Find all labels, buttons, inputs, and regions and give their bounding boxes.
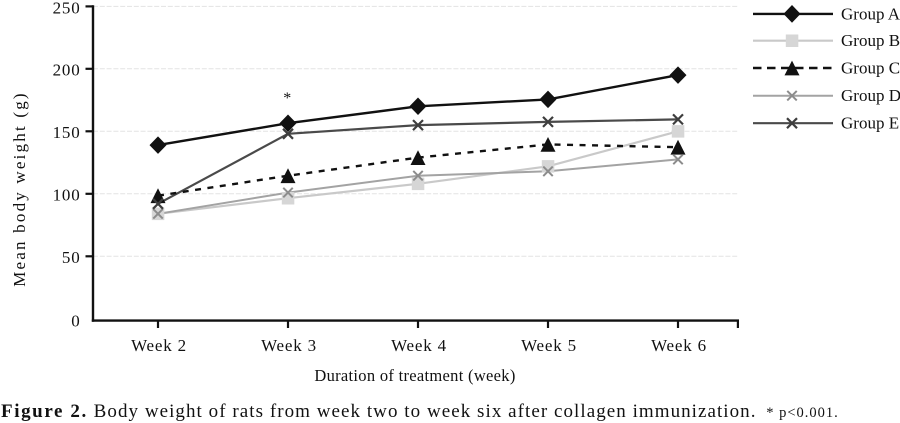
svg-text:200: 200 <box>53 61 81 80</box>
svg-text:150: 150 <box>53 123 81 142</box>
svg-text:0: 0 <box>71 311 80 330</box>
svg-text:Week 6: Week 6 <box>651 336 707 355</box>
svg-text:250: 250 <box>53 0 81 17</box>
svg-text:Group A: Group A <box>841 4 900 23</box>
svg-text:Week 3: Week 3 <box>261 336 317 355</box>
svg-text:Week 2: Week 2 <box>131 336 187 355</box>
svg-text:Group E: Group E <box>841 114 899 133</box>
svg-text:100: 100 <box>53 186 81 205</box>
svg-text:50: 50 <box>62 248 81 267</box>
svg-text:Group D: Group D <box>841 86 900 105</box>
svg-text:Week 5: Week 5 <box>521 336 577 355</box>
svg-text:Week 4: Week 4 <box>391 336 447 355</box>
svg-text:Figure 2. Body weight of rats: Figure 2. Body weight of rats from week … <box>1 401 839 422</box>
svg-text:Group C: Group C <box>841 59 900 78</box>
svg-text:Mean body weight (g): Mean body weight (g) <box>10 91 29 287</box>
svg-text:Duration of treatment (week): Duration of treatment (week) <box>314 366 515 385</box>
svg-text:*: * <box>283 90 291 107</box>
svg-text:Group B: Group B <box>841 31 900 50</box>
